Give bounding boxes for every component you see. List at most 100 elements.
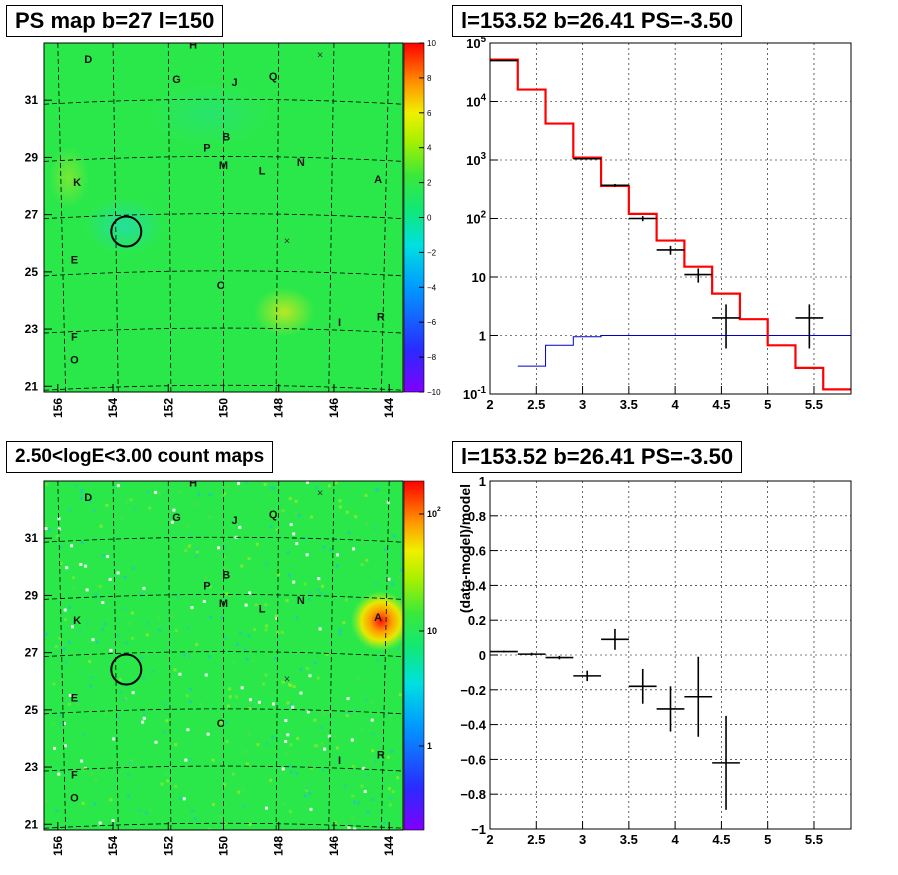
count-pixel: [386, 755, 390, 759]
count-pixel: [88, 660, 92, 664]
colorbar-label: 0: [427, 214, 432, 223]
count-pixel: [288, 810, 292, 814]
count-pixel: [131, 691, 135, 695]
count-pixel: [392, 534, 396, 538]
source-label: Q: [269, 71, 278, 83]
y-tick-label: 102: [466, 210, 486, 227]
count-pixel: [154, 490, 158, 494]
count-pixel: [244, 750, 248, 754]
count-pixel: [85, 588, 89, 592]
count-pixel: [81, 801, 85, 805]
ps-map-panel: D H G J Q BPM L N A K E C I R FO × × 156 154 152 150 148 146 14…: [25, 39, 441, 418]
count-pixel: [370, 718, 374, 722]
count-pixel: [303, 794, 307, 798]
count-pixel: [80, 489, 84, 493]
count-pixel: [390, 749, 394, 753]
count-pixel: [284, 719, 288, 723]
count-pixel: [249, 702, 253, 706]
count-pixel: [353, 827, 357, 830]
count-pixel: [225, 721, 229, 725]
count-pixel: [61, 647, 65, 651]
source-label: M: [219, 598, 228, 610]
count-pixel: [60, 679, 64, 683]
source-label: B: [222, 131, 230, 143]
count-pixel: [360, 728, 364, 732]
count-pixel: [80, 759, 84, 763]
count-pixel: [170, 520, 174, 524]
count-pixel: [63, 618, 67, 622]
count-pixel: [318, 627, 322, 631]
count-pixel: [338, 628, 342, 632]
count-pixel: [61, 643, 65, 647]
count-pixel: [396, 647, 400, 651]
count-pixel: [382, 821, 386, 825]
count-pixel: [195, 642, 199, 646]
count-pixel: [391, 582, 395, 586]
count-pixel: [95, 640, 99, 644]
count-pixel: [154, 740, 158, 744]
residual-title: l=153.52 b=26.41 PS=-3.50: [452, 441, 743, 473]
count-pixel: [222, 783, 226, 787]
count-pixel: [251, 659, 255, 663]
y-tick-label: 0.8: [468, 509, 486, 524]
count-pixel: [164, 773, 168, 777]
count-pixel: [315, 744, 319, 748]
count-pixel: [280, 630, 284, 634]
count-pixel: [297, 513, 301, 517]
count-pixel: [357, 801, 361, 805]
map-area: D H G J Q BPM L N A K E C I R FO × ×: [44, 481, 403, 830]
count-pixel: [123, 607, 127, 611]
count-pixel: [268, 486, 272, 490]
count-pixel: [138, 809, 142, 813]
count-pixel: [335, 564, 339, 568]
count-pixel: [272, 702, 276, 706]
source-label: F: [71, 770, 78, 782]
count-pixel: [244, 603, 248, 607]
count-pixel: [111, 819, 115, 823]
graticule-longitude: [167, 481, 172, 830]
count-pixel: [275, 528, 279, 532]
count-pixel: [189, 687, 193, 691]
count-pixel: [63, 744, 67, 748]
x-tick-label: 5.5: [805, 832, 823, 847]
count-pixel: [247, 634, 251, 638]
count-pixel: [225, 592, 229, 596]
count-pixel: [388, 796, 392, 800]
count-pixel: [147, 622, 151, 626]
count-pixel: [142, 716, 146, 720]
count-pixel: [189, 757, 193, 761]
count-pixel: [303, 582, 307, 586]
colorbar-label: −2: [427, 248, 437, 257]
y-tick-label: 1: [479, 329, 486, 344]
count-pixel: [351, 794, 355, 798]
colorbar-label: −4: [427, 283, 437, 292]
count-pixel: [306, 710, 310, 714]
count-pixel: [350, 738, 354, 742]
x-tick-label: 144: [382, 398, 396, 418]
count-pixel: [189, 700, 193, 704]
count-pixel: [309, 807, 313, 811]
count-pixel: [172, 508, 176, 512]
count-pixel: [305, 553, 309, 557]
count-pixel: [323, 747, 327, 751]
count-pixel: [226, 485, 230, 489]
graticule-longitude: [275, 43, 280, 392]
count-pixel: [319, 592, 323, 596]
x-tick-label: 146: [327, 836, 341, 856]
count-pixel: [241, 787, 245, 791]
graticule-longitude: [57, 481, 67, 830]
source-label: R: [377, 311, 385, 323]
x-tick-label: 148: [272, 398, 286, 418]
count-pixel: [62, 722, 66, 726]
y-tick-label: 27: [25, 208, 39, 222]
x-tick-label: 150: [217, 398, 231, 418]
count-pixel: [247, 557, 251, 561]
count-pixel: [179, 796, 183, 800]
count-pixel: [296, 737, 300, 741]
count-pixel: [54, 644, 58, 648]
count-pixel: [44, 523, 48, 527]
count-pixel: [126, 772, 130, 776]
count-pixel: [82, 733, 86, 737]
y-tick-label: 1: [479, 474, 486, 489]
count-pixel: [44, 527, 48, 531]
